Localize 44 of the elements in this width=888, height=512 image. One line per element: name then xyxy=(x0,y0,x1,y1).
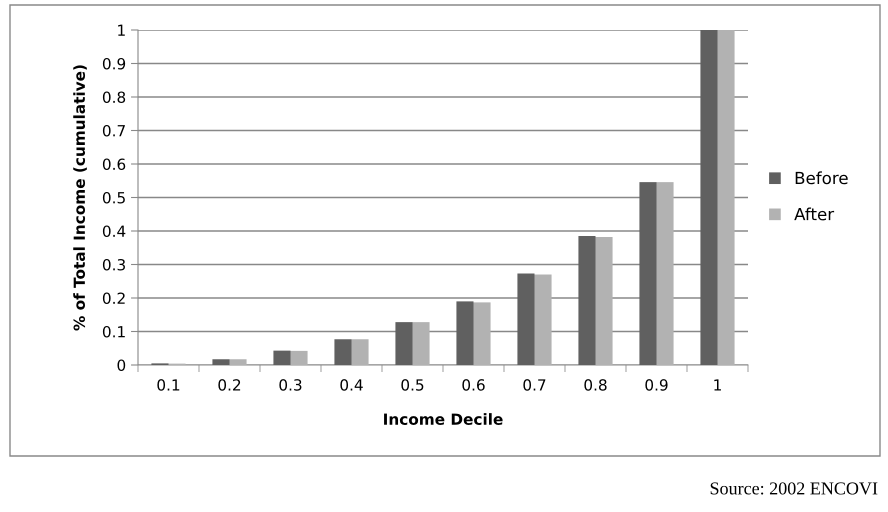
x-tick-label: 0.6 xyxy=(462,379,485,391)
x-tick-label: 1 xyxy=(714,379,721,390)
y-tick-label: 0.3 xyxy=(102,258,125,271)
bar xyxy=(596,237,613,365)
bar xyxy=(395,322,412,365)
y-tick-label: 1 xyxy=(118,24,125,36)
x-tick-label: 0.9 xyxy=(645,379,668,391)
y-tick-label: 0.7 xyxy=(102,124,125,137)
y-tick-label: 0.2 xyxy=(102,292,125,304)
y-tick-label: 0.8 xyxy=(102,91,126,104)
bar xyxy=(412,322,430,365)
y-tick-label: 0.1 xyxy=(102,326,125,338)
y-tick-label: 0 xyxy=(117,359,126,372)
y-tick-label: 0.9 xyxy=(102,58,126,70)
bar xyxy=(639,182,656,365)
bar xyxy=(656,182,674,365)
bar xyxy=(578,236,596,365)
bar xyxy=(700,30,718,365)
bar xyxy=(534,274,552,365)
y-tick-label: 0.6 xyxy=(102,158,126,170)
x-tick-label: 0.1 xyxy=(157,379,180,391)
bar xyxy=(718,30,735,365)
source-note: Source: 2002 ENCOVI xyxy=(710,482,878,495)
legend-label: Before xyxy=(796,171,848,184)
y-tick-label: 0.5 xyxy=(102,192,125,204)
x-tick-label: 0.5 xyxy=(401,379,424,391)
x-tick-label: 0.7 xyxy=(523,379,546,391)
legend-label: After xyxy=(794,208,834,220)
x-axis-title: Income Decile xyxy=(384,413,503,425)
bar xyxy=(230,359,247,365)
y-tick-label: 0.4 xyxy=(102,225,126,238)
x-tick-label: 0.4 xyxy=(340,379,363,391)
x-tick-label: 0.3 xyxy=(279,379,302,391)
bar xyxy=(290,350,308,365)
bar xyxy=(474,302,491,365)
bar xyxy=(273,350,290,365)
bar xyxy=(212,359,230,365)
bar xyxy=(334,339,352,365)
x-tick-label: 0.2 xyxy=(218,379,240,391)
bar xyxy=(456,301,474,365)
y-axis-title: % of Total Income (cumulative) xyxy=(73,65,87,330)
bar xyxy=(352,339,369,365)
x-tick-label: 0.8 xyxy=(584,379,607,391)
bar xyxy=(517,274,534,365)
